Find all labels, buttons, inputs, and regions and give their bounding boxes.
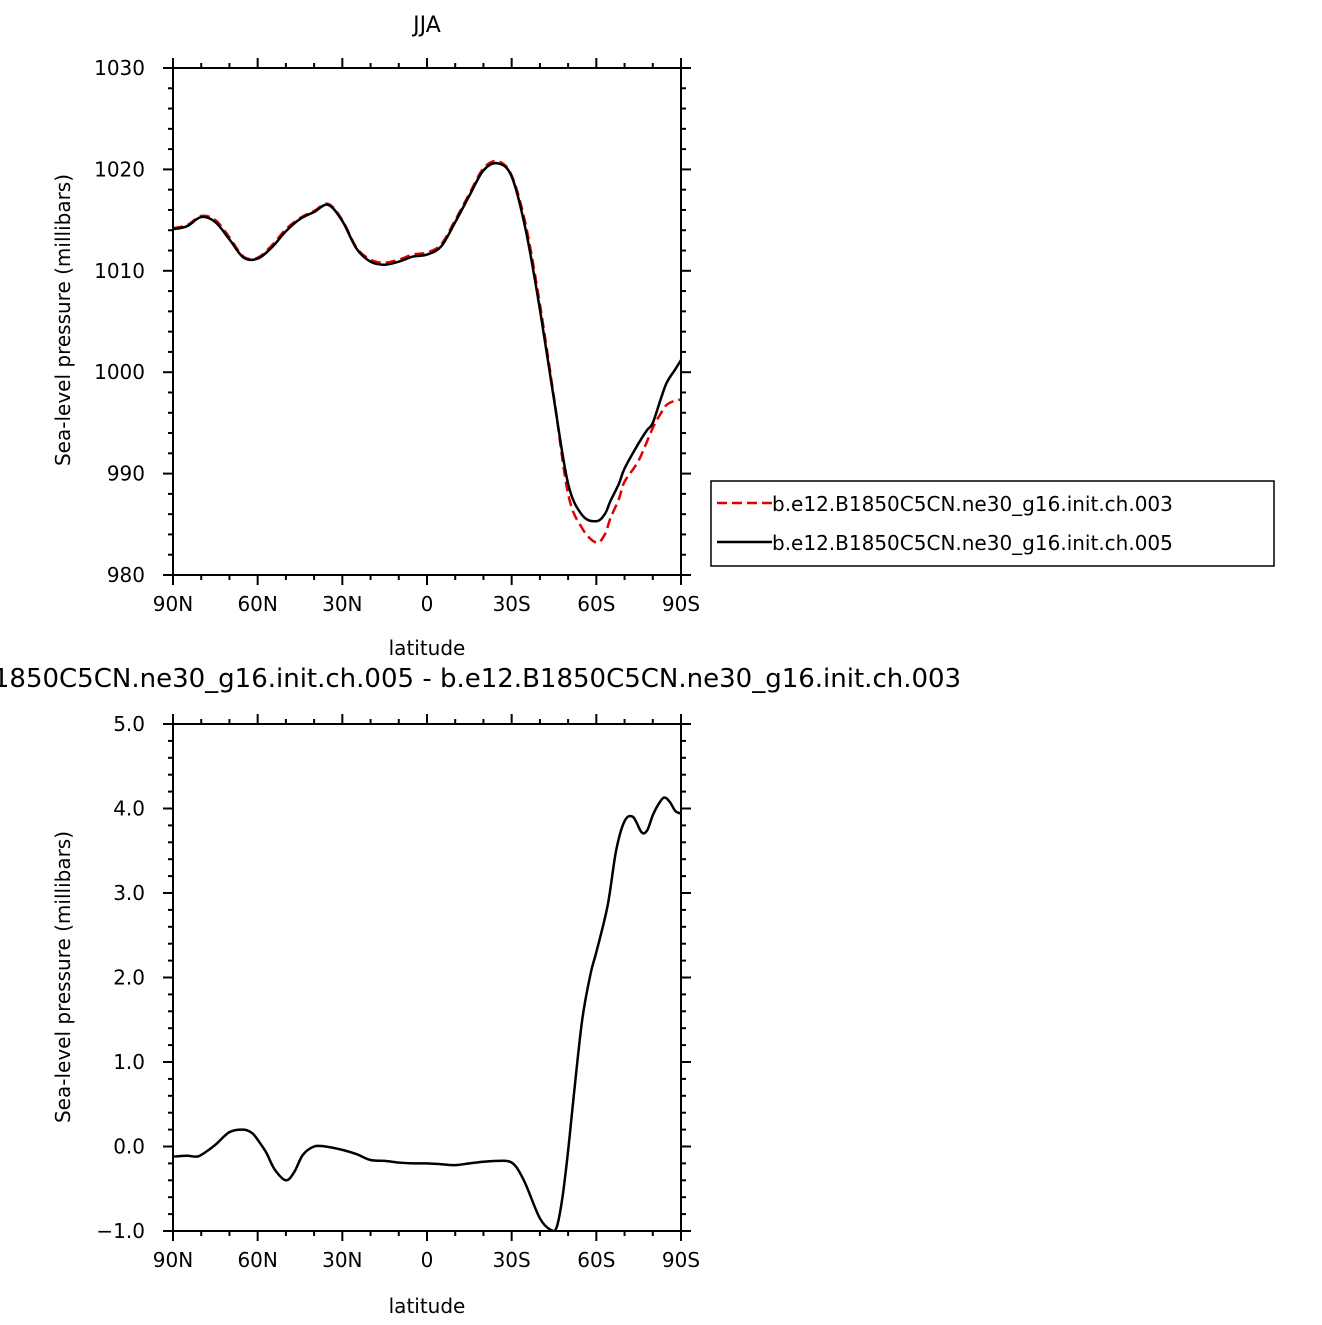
bottom-y-tick-label: −1.0	[96, 1219, 145, 1243]
top-series-line-1	[173, 161, 681, 523]
legend: b.e12.B1850C5CN.ne30_g16.init.ch.003 b.e…	[710, 480, 1275, 567]
legend-label-003: b.e12.B1850C5CN.ne30_g16.init.ch.003	[772, 492, 1173, 516]
top-y-tick-label: 990	[107, 462, 145, 486]
panel-top: JJA 90N 60N 30N 0 30S 60S 90S 980 990 1000 1010 102…	[51, 13, 1275, 660]
bottom-x-tick-label: 60N	[237, 1248, 277, 1272]
bottom-title: b.e12.B1850C5CN.ne30_g16.init.ch.005 - b…	[0, 664, 961, 694]
bottom-y-tick-label: 2.0	[113, 966, 145, 990]
top-y-tick-label: 1030	[94, 56, 145, 80]
top-y-tick-label: 980	[107, 563, 145, 587]
bottom-x-tick-label: 30S	[493, 1248, 531, 1272]
top-y-tick-label: 1010	[94, 259, 145, 283]
top-series-line-0	[173, 159, 681, 544]
bottom-x-tick-label: 90S	[662, 1248, 700, 1272]
top-x-tick-label: 0	[421, 592, 434, 616]
bottom-x-tick-label: 90N	[153, 1248, 193, 1272]
top-y-tick-label: 1020	[94, 157, 145, 181]
top-title: JJA	[411, 13, 441, 38]
bottom-y-tick-label: 3.0	[113, 881, 145, 905]
panel-bottom: b.e12.B1850C5CN.ne30_g16.init.ch.005 - b…	[0, 664, 961, 1318]
bottom-x-tick-label: 60S	[577, 1248, 615, 1272]
top-plot-area: 90N 60N 30N 0 30S 60S 90S 980 990 1000 1010 1020 103…	[94, 56, 700, 616]
bottom-plot-area: 90N 60N 30N 0 30S 60S 90S −1.0 0.0 1.0 2.0 3.0 4.0 5.…	[96, 712, 700, 1272]
bottom-ylabel: Sea-level pressure (millibars)	[51, 831, 75, 1123]
top-x-tick-label: 60N	[237, 592, 277, 616]
top-x-tick-label: 90N	[153, 592, 193, 616]
bottom-y-tick-label: 5.0	[113, 712, 145, 736]
bottom-xlabel: latitude	[389, 1294, 466, 1318]
top-plot-frame	[172, 67, 682, 576]
top-y-tick-label: 1000	[94, 360, 145, 384]
top-x-tick-label: 60S	[577, 592, 615, 616]
top-ylabel: Sea-level pressure (millibars)	[51, 174, 75, 466]
bottom-x-tick-label: 30N	[322, 1248, 362, 1272]
top-x-tick-label: 30S	[493, 592, 531, 616]
bottom-x-tick-label: 0	[421, 1248, 434, 1272]
bottom-y-tick-label: 0.0	[113, 1135, 145, 1159]
legend-label-005: b.e12.B1850C5CN.ne30_g16.init.ch.005	[772, 531, 1173, 555]
bottom-y-tick-label: 1.0	[113, 1050, 145, 1074]
legend-box	[710, 480, 1275, 567]
bottom-series-line-0	[173, 796, 681, 1231]
bottom-y-tick-label: 4.0	[113, 797, 145, 821]
top-x-tick-label: 30N	[322, 592, 362, 616]
top-xlabel: latitude	[389, 636, 466, 660]
bottom-plot-frame	[172, 723, 682, 1232]
top-x-tick-label: 90S	[662, 592, 700, 616]
